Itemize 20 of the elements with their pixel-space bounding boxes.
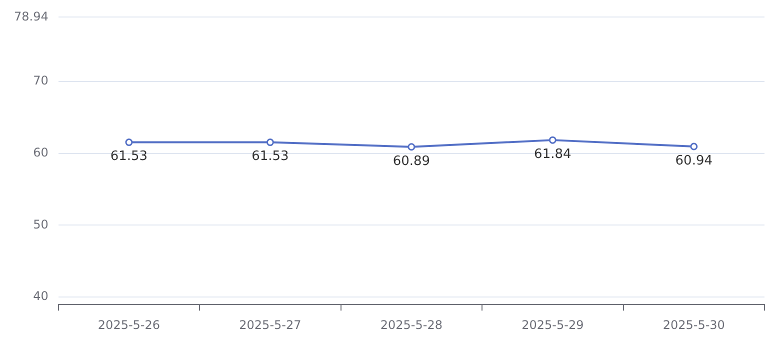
data-label: 61.53 — [252, 149, 289, 164]
y-tick-label: 40 — [33, 289, 48, 304]
x-tick-label: 2025-5-29 — [522, 318, 584, 332]
data-label: 61.84 — [534, 146, 572, 162]
x-tick-label: 2025-5-27 — [239, 318, 302, 332]
x-tick-label: 2025-5-28 — [380, 318, 442, 332]
y-tick-label: 50 — [33, 217, 48, 232]
y-tick-label: 78.94 — [14, 9, 48, 24]
data-label: 60.89 — [392, 154, 430, 169]
point — [690, 142, 698, 150]
point — [548, 136, 556, 144]
x-tick-label: 2025-5-26 — [98, 318, 160, 332]
y-tick-label: 70 — [33, 74, 48, 88]
data-label: 61.53 — [110, 149, 148, 164]
data-label: 60.94 — [675, 153, 712, 168]
point — [408, 143, 416, 151]
point — [125, 138, 133, 146]
point — [266, 138, 274, 146]
x-tick-label: 2025-5-30 — [662, 318, 725, 332]
y-tick-label: 60 — [33, 145, 48, 160]
